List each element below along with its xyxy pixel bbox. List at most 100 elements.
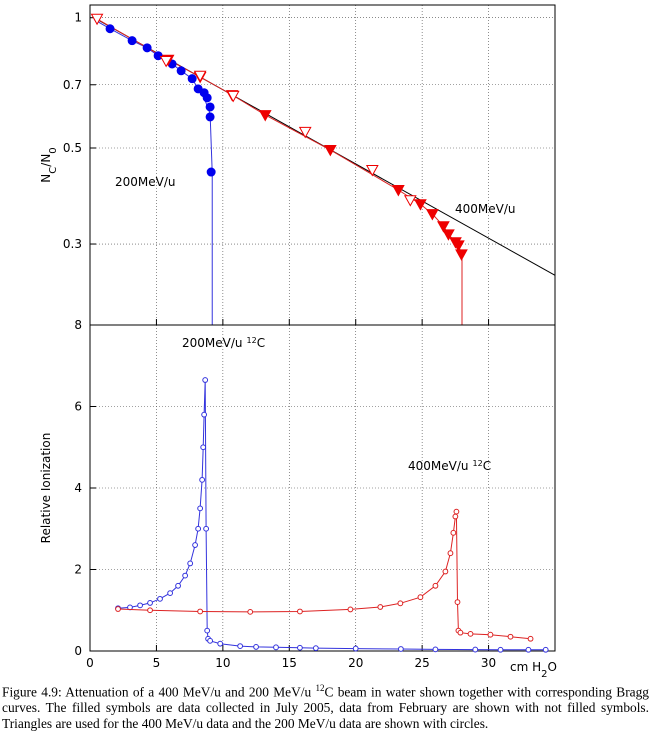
data-point: [426, 209, 439, 221]
data-point: [187, 560, 194, 567]
x-tick-label: 5: [153, 656, 161, 670]
data-point: [207, 637, 214, 644]
annotation: 200MeV/u: [115, 175, 176, 189]
y-tick-label: 4: [74, 481, 82, 495]
data-point: [472, 646, 479, 653]
data-point: [457, 629, 464, 636]
data-point: [442, 568, 449, 575]
data-point: [205, 112, 215, 122]
x-axis-label-part: 2: [541, 669, 547, 680]
y-tick-label: 0: [74, 644, 82, 658]
data-point: [432, 646, 439, 653]
data-point: [237, 643, 244, 650]
data-point: [202, 93, 212, 103]
data-point: [447, 550, 454, 557]
data-point: [105, 24, 115, 34]
data-point: [206, 167, 216, 177]
y-axis-label-part: /N: [39, 154, 53, 167]
annotation-text: 400MeV/u: [408, 459, 469, 473]
data-point: [200, 444, 207, 451]
data-point: [397, 646, 404, 652]
data-point: [542, 646, 549, 653]
x-tick-label: 10: [215, 656, 230, 670]
data-point: [397, 600, 404, 607]
data-point: [159, 55, 173, 68]
x-tick-label: 15: [282, 656, 297, 670]
y-tick-label: 1: [74, 11, 82, 25]
data-point: [193, 70, 207, 83]
y-axis-label: Relative Ionization: [39, 433, 53, 544]
annotation-sup: 12: [473, 459, 483, 468]
data-point: [323, 144, 337, 157]
data-point: [347, 606, 354, 613]
x-axis-label-part: cm H: [510, 660, 541, 674]
y-tick-label: 0.5: [63, 141, 82, 155]
data-point: [217, 640, 224, 647]
y-tick-label: 0.7: [63, 78, 82, 92]
annotation-after: C: [257, 336, 265, 350]
x-axis-label: cm H2O: [510, 660, 557, 680]
data-point: [247, 608, 254, 615]
data-point: [197, 505, 204, 512]
data-point: [452, 240, 465, 252]
data-point: [365, 165, 379, 177]
data-point: [467, 630, 474, 637]
annotation-text: 200MeV/u: [182, 336, 243, 350]
data-point: [432, 582, 439, 589]
data-point: [226, 90, 240, 103]
data-point: [507, 633, 514, 640]
data-point: [253, 644, 259, 650]
annotation-after: C: [483, 459, 491, 473]
y-axis-label-part: 0: [48, 147, 59, 153]
fit-line: [117, 511, 531, 640]
y-tick-label: 0.3: [63, 237, 82, 251]
fit-line: [93, 19, 213, 173]
data-point: [453, 508, 460, 515]
data-point: [205, 102, 215, 112]
data-point: [197, 608, 204, 615]
data-point: [192, 542, 198, 548]
annotation: 200MeV/u 12C: [182, 336, 265, 351]
data-point: [199, 476, 206, 483]
data-point: [115, 606, 121, 612]
data-point: [525, 646, 532, 653]
data-point: [297, 644, 303, 651]
data-point: [452, 513, 459, 520]
data-point: [204, 627, 211, 634]
data-point: [312, 645, 319, 652]
data-point: [203, 525, 210, 532]
data-point: [187, 74, 197, 84]
y-tick-label: 8: [74, 318, 82, 332]
data-point: [258, 110, 272, 122]
data-point: [153, 51, 163, 61]
data-point: [454, 599, 461, 605]
data-point: [403, 195, 417, 207]
x-tick-label: 0: [86, 656, 94, 670]
data-point: [377, 604, 384, 610]
data-point: [142, 43, 152, 53]
data-point: [414, 199, 427, 211]
data-point: [437, 221, 450, 233]
annotation: 400MeV/u: [455, 202, 516, 216]
y-axis-label: NC/N0: [39, 147, 59, 182]
data-point: [202, 377, 209, 383]
annotation-text: 200MeV/u: [115, 175, 176, 189]
data-point: [352, 645, 359, 652]
x-tick-label: 20: [348, 656, 363, 670]
x-tick-label: 25: [415, 656, 430, 670]
data-point: [147, 607, 153, 614]
annotation: 400MeV/u 12C: [408, 459, 491, 474]
data-point: [392, 185, 405, 197]
x-tick-label: 30: [481, 656, 496, 670]
data-point: [182, 572, 189, 579]
data-point: [417, 594, 424, 601]
data-point: [90, 13, 104, 26]
annotation-text: 400MeV/u: [455, 202, 516, 216]
data-point: [127, 36, 137, 46]
data-point: [527, 635, 534, 642]
data-point: [137, 602, 143, 609]
caption-text: Figure 4.9: Attenuation of a 400 MeV/u a…: [2, 684, 316, 700]
caption-text: C beam in water shown together with corr…: [2, 684, 649, 732]
